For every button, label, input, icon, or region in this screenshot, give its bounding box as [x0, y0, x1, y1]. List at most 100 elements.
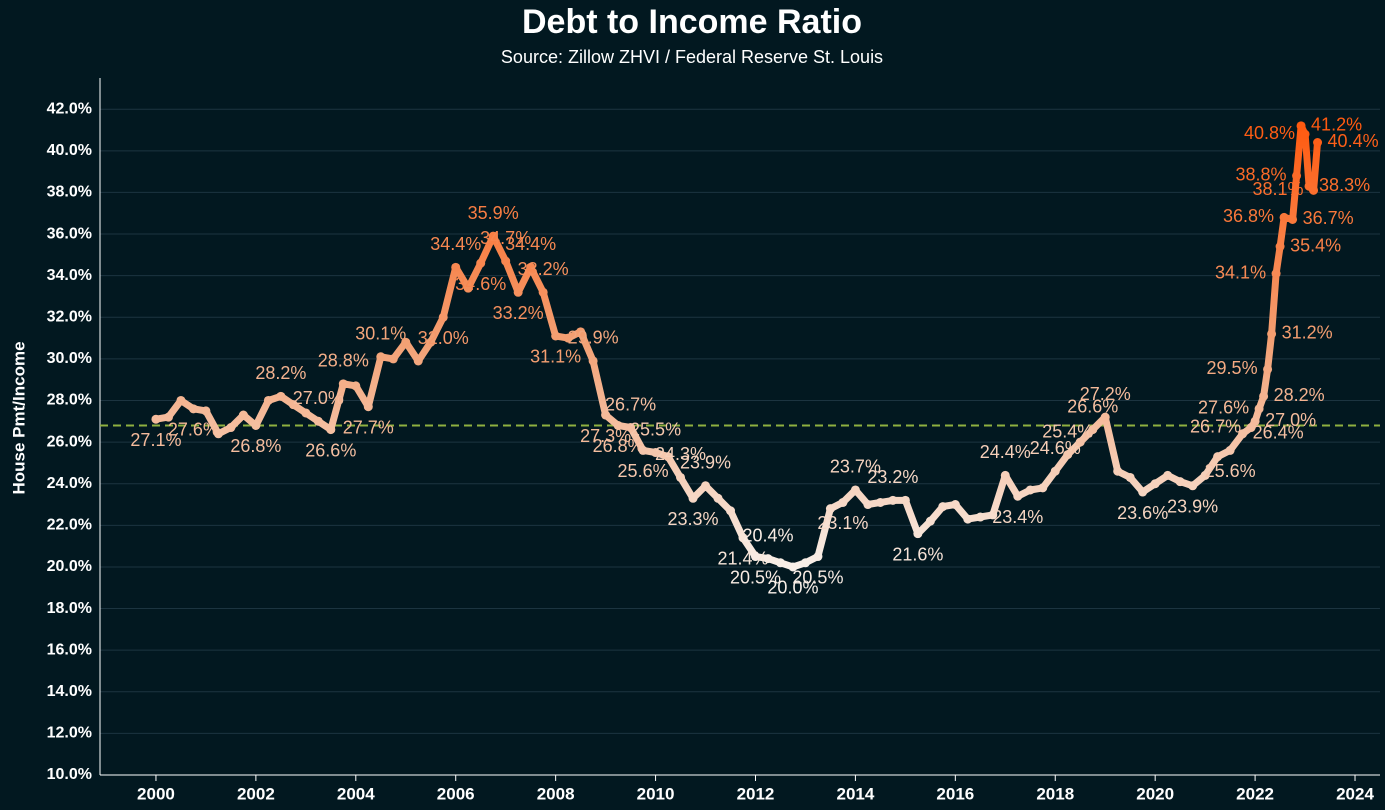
x-tick-label: 2006	[437, 784, 475, 803]
data-label: 26.8%	[593, 436, 644, 456]
point	[188, 404, 198, 414]
x-tick-label: 2014	[836, 784, 874, 803]
point	[601, 410, 611, 420]
point	[1263, 364, 1273, 374]
data-label: 20.5%	[792, 567, 843, 587]
x-tick-label: 2004	[337, 784, 375, 803]
point	[638, 445, 648, 455]
point	[825, 504, 835, 514]
y-tick-label: 28.0%	[47, 392, 92, 409]
y-tick-label: 12.0%	[47, 725, 92, 742]
y-tick-label: 32.0%	[47, 308, 92, 325]
point	[1313, 137, 1323, 147]
data-label: 26.4%	[1253, 423, 1304, 443]
point	[151, 414, 161, 424]
point	[663, 452, 673, 462]
point	[213, 429, 223, 439]
point	[1138, 487, 1148, 497]
point	[176, 395, 186, 405]
point	[488, 231, 498, 241]
point	[1125, 472, 1135, 482]
data-label: 36.8%	[1223, 206, 1274, 226]
y-tick-label: 42.0%	[47, 100, 92, 117]
point	[501, 256, 511, 266]
point	[451, 262, 461, 272]
y-tick-label: 26.0%	[47, 433, 92, 450]
data-label: 27.6%	[168, 420, 219, 440]
data-label: 28.2%	[1274, 385, 1325, 405]
point	[838, 497, 848, 507]
point	[701, 481, 711, 491]
point	[888, 495, 898, 505]
data-label: 31.1%	[530, 347, 581, 367]
data-label: 38.3%	[1319, 175, 1370, 195]
data-label: 32.0%	[418, 328, 469, 348]
data-label: 24.3%	[655, 444, 706, 464]
point	[1200, 470, 1210, 480]
point	[1013, 491, 1023, 501]
point	[875, 497, 885, 507]
data-label: 24.4%	[980, 442, 1031, 462]
x-tick-label: 2016	[936, 784, 974, 803]
point	[1075, 437, 1085, 447]
data-label: 27.3%	[580, 426, 631, 446]
point	[1292, 171, 1302, 181]
data-label: 21.6%	[892, 544, 943, 564]
data-label: 33.2%	[493, 303, 544, 323]
point	[226, 423, 236, 433]
data-label: 26.8%	[230, 436, 281, 456]
data-label: 29.9%	[568, 328, 619, 348]
data-label: 26.7%	[1190, 416, 1241, 436]
point	[351, 381, 361, 391]
x-tick-label: 2000	[137, 784, 175, 803]
point	[313, 416, 323, 426]
data-label: 34.7%	[480, 228, 531, 248]
point	[538, 287, 548, 297]
point	[1175, 477, 1185, 487]
data-label: 31.2%	[1282, 323, 1333, 343]
point	[913, 529, 923, 539]
point	[688, 493, 698, 503]
point	[850, 485, 860, 495]
point	[1100, 412, 1110, 422]
data-label: 25.6%	[618, 461, 669, 481]
y-tick-label: 14.0%	[47, 683, 92, 700]
point	[950, 500, 960, 510]
data-label: 38.8%	[1236, 165, 1287, 185]
point	[975, 512, 985, 522]
x-tick-label: 2012	[737, 784, 775, 803]
point	[201, 406, 211, 416]
point	[338, 379, 348, 389]
point	[863, 500, 873, 510]
point	[1267, 329, 1277, 339]
point	[438, 312, 448, 322]
point	[938, 502, 948, 512]
point	[1188, 481, 1198, 491]
data-label: 23.7%	[830, 457, 881, 477]
data-label: 28.2%	[255, 363, 306, 383]
point	[1250, 416, 1260, 426]
x-tick-label: 2024	[1336, 784, 1374, 803]
chart-subtitle: Source: Zillow ZHVI / Federal Reserve St…	[501, 47, 883, 67]
data-label: 34.4%	[505, 234, 556, 254]
point	[713, 493, 723, 503]
data-label: 38.1%	[1253, 179, 1304, 199]
point	[263, 395, 273, 405]
point	[726, 506, 736, 516]
point	[1063, 450, 1073, 460]
point	[1279, 212, 1289, 222]
data-label: 25.4%	[1042, 421, 1093, 441]
data-label: 21.4%	[717, 549, 768, 569]
point	[651, 448, 661, 458]
data-label: 27.6%	[1198, 398, 1249, 418]
point	[1088, 425, 1098, 435]
point	[1271, 269, 1281, 279]
data-label: 34.6%	[455, 274, 506, 294]
point	[963, 514, 973, 524]
data-label: 23.9%	[1167, 497, 1218, 517]
point	[750, 552, 760, 562]
point	[738, 533, 748, 543]
x-tick-label: 2018	[1036, 784, 1074, 803]
data-label: 26.6%	[305, 440, 356, 460]
